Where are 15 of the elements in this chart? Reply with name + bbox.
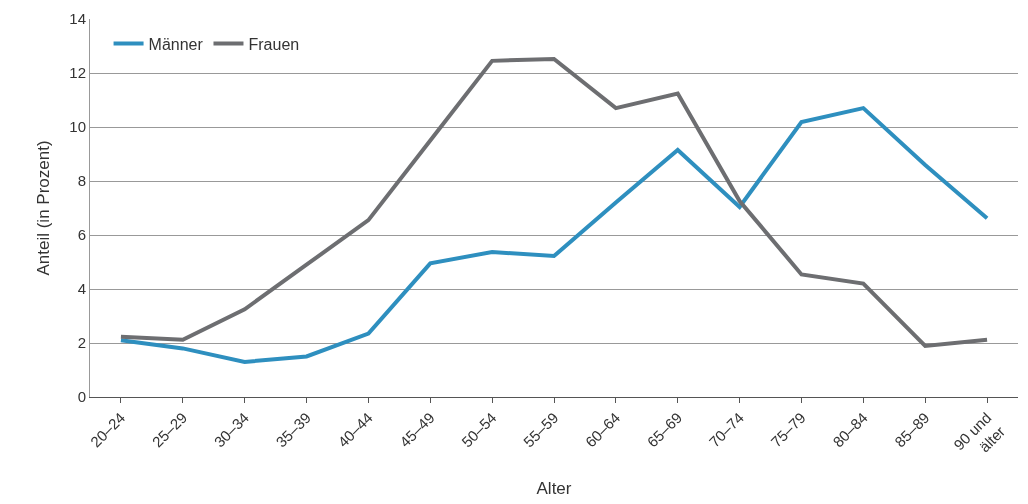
y-tick-label: 0 [77,388,86,406]
y-tick-label: 4 [77,280,86,298]
y-axis-title: Anteil (in Prozent) [33,140,53,276]
line-series [118,56,990,348]
y-tick-label: 12 [69,64,86,82]
x-axis-title: Alter [536,478,572,498]
legend-label: Frauen [248,35,300,53]
y-tick-label: 8 [77,172,86,190]
legend-label: Männer [148,35,204,53]
y-tick-label: 6 [77,226,86,244]
y-tick-label: 14 [69,10,86,28]
y-tick-label: 10 [69,118,86,136]
x-tick-label: 90 und älter [950,408,1009,456]
y-tick-label: 2 [77,334,86,352]
line-series [118,106,990,364]
